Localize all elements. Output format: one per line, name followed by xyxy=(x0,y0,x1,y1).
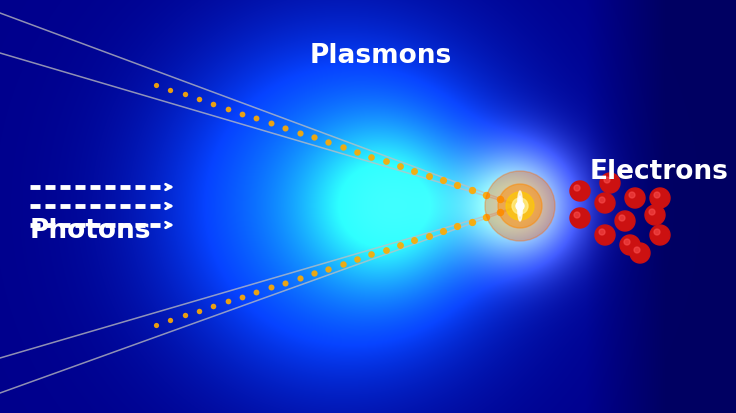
Circle shape xyxy=(604,178,610,183)
Circle shape xyxy=(595,194,615,214)
Circle shape xyxy=(599,197,605,204)
Circle shape xyxy=(574,212,580,218)
Circle shape xyxy=(599,230,605,235)
Circle shape xyxy=(512,199,528,214)
Circle shape xyxy=(516,202,524,211)
Circle shape xyxy=(634,247,640,254)
Circle shape xyxy=(620,235,640,255)
Circle shape xyxy=(498,185,542,228)
Circle shape xyxy=(595,225,615,245)
Circle shape xyxy=(624,240,630,245)
Circle shape xyxy=(654,230,660,235)
Circle shape xyxy=(570,209,590,228)
Circle shape xyxy=(600,173,620,194)
Text: Photons: Photons xyxy=(30,218,152,243)
Circle shape xyxy=(570,182,590,202)
Text: Plasmons: Plasmons xyxy=(310,43,452,69)
Circle shape xyxy=(650,225,670,245)
Circle shape xyxy=(649,209,655,216)
Ellipse shape xyxy=(517,192,523,221)
Ellipse shape xyxy=(519,201,521,212)
Circle shape xyxy=(574,185,580,192)
Ellipse shape xyxy=(518,197,522,216)
Circle shape xyxy=(654,192,660,199)
Text: Electrons: Electrons xyxy=(590,159,729,185)
Circle shape xyxy=(629,192,635,199)
Circle shape xyxy=(625,189,645,209)
Circle shape xyxy=(630,243,650,263)
Circle shape xyxy=(506,192,534,221)
Circle shape xyxy=(619,216,625,221)
Circle shape xyxy=(615,211,635,231)
Circle shape xyxy=(650,189,670,209)
Circle shape xyxy=(485,171,555,242)
Circle shape xyxy=(645,206,665,225)
